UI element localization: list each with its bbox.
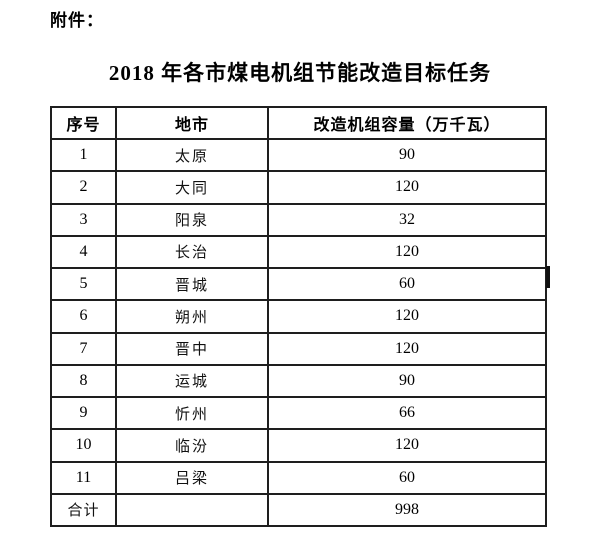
col-header-capacity: 改造机组容量（万千瓦） (267, 106, 547, 140)
cell-city: 太原 (115, 137, 269, 173)
table-row: 11 吕梁 60 (50, 460, 547, 495)
cell-city: 晋中 (115, 331, 269, 366)
cell-index: 11 (50, 460, 117, 495)
table-row: 2 大同 120 (50, 170, 547, 205)
cell-total-city (115, 492, 269, 528)
stray-mark-artifact (546, 266, 550, 288)
cell-index: 5 (50, 266, 117, 302)
cell-index: 10 (50, 428, 117, 463)
cell-capacity: 32 (267, 202, 547, 237)
col-header-city: 地市 (115, 106, 269, 140)
table-row: 8 运城 90 (50, 363, 547, 399)
table-row: 3 阳泉 32 (50, 202, 547, 237)
col-header-index: 序号 (50, 106, 117, 140)
table-row: 9 忻州 66 (50, 395, 547, 431)
table-row: 1 太原 90 (50, 137, 547, 173)
cell-capacity: 90 (267, 363, 547, 399)
cell-city: 临汾 (115, 428, 269, 463)
cell-capacity: 120 (267, 234, 547, 270)
cell-index: 3 (50, 202, 117, 237)
cell-city: 吕梁 (115, 460, 269, 495)
cell-index: 1 (50, 137, 117, 173)
cell-capacity: 120 (267, 170, 547, 205)
table-row: 10 临汾 120 (50, 428, 547, 463)
cell-total-label: 合计 (50, 492, 117, 528)
cell-city: 忻州 (115, 395, 269, 431)
cell-city: 晋城 (115, 266, 269, 302)
cell-index: 9 (50, 395, 117, 431)
cell-city: 朔州 (115, 299, 269, 334)
cell-capacity: 66 (267, 395, 547, 431)
cell-index: 7 (50, 331, 117, 366)
attachment-label: 附件： (50, 11, 104, 30)
cell-capacity: 120 (267, 299, 547, 334)
cell-city: 长治 (115, 234, 269, 270)
table-row: 5 晋城 60 (50, 266, 547, 302)
cell-index: 6 (50, 299, 117, 334)
cell-total-capacity: 998 (267, 492, 547, 528)
cell-capacity: 60 (267, 460, 547, 495)
cell-capacity: 120 (267, 428, 547, 463)
table-header-row: 序号 地市 改造机组容量（万千瓦） (50, 106, 547, 140)
table-row: 4 长治 120 (50, 234, 547, 270)
cell-capacity: 120 (267, 331, 547, 366)
table-total-row: 合计 998 (50, 492, 547, 528)
cell-city: 大同 (115, 170, 269, 205)
cell-index: 2 (50, 170, 117, 205)
targets-table: 序号 地市 改造机组容量（万千瓦） 1 太原 90 2 大同 120 3 阳泉 … (50, 106, 547, 528)
cell-city: 运城 (115, 363, 269, 399)
cell-capacity: 90 (267, 137, 547, 173)
cell-capacity: 60 (267, 266, 547, 302)
page-title: 2018 年各市煤电机组节能改造目标任务 (108, 61, 492, 85)
cell-index: 8 (50, 363, 117, 399)
cell-city: 阳泉 (115, 202, 269, 237)
table-row: 6 朔州 120 (50, 299, 547, 334)
table-row: 7 晋中 120 (50, 331, 547, 366)
cell-index: 4 (50, 234, 117, 270)
